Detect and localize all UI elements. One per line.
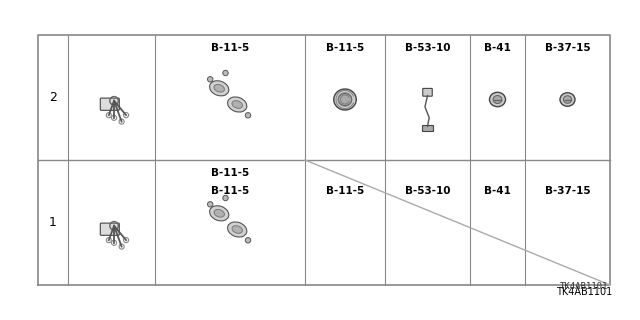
Ellipse shape [563,96,572,103]
Text: B-53-10: B-53-10 [404,186,451,196]
FancyBboxPatch shape [423,88,432,96]
FancyBboxPatch shape [100,223,119,235]
Ellipse shape [214,210,225,217]
Text: TK4AB1101: TK4AB1101 [556,287,612,297]
Text: B-53-10: B-53-10 [404,43,451,53]
Text: TK4AB1101: TK4AB1101 [559,282,608,291]
Ellipse shape [339,93,352,106]
Text: B-11-5: B-11-5 [326,43,364,53]
Circle shape [207,202,213,207]
Text: B-41: B-41 [484,186,511,196]
Circle shape [245,237,251,243]
Circle shape [207,76,213,82]
Ellipse shape [209,81,229,96]
Ellipse shape [232,101,243,108]
Text: B-11-5: B-11-5 [211,43,249,53]
Circle shape [245,113,251,118]
Ellipse shape [214,84,225,92]
Ellipse shape [490,92,506,107]
Text: B-41: B-41 [484,43,511,53]
Text: B-11-5: B-11-5 [211,186,249,196]
FancyBboxPatch shape [422,125,433,132]
Text: 2: 2 [49,91,57,104]
Text: 1: 1 [49,216,57,229]
Text: B-37-15: B-37-15 [545,43,590,53]
Circle shape [223,70,228,76]
Ellipse shape [333,89,356,110]
Ellipse shape [493,95,502,103]
Ellipse shape [228,222,247,237]
Ellipse shape [232,226,243,233]
Ellipse shape [209,206,229,221]
Text: B-37-15: B-37-15 [545,186,590,196]
Ellipse shape [560,93,575,106]
Text: B-11-5: B-11-5 [211,168,249,178]
Text: B-11-5: B-11-5 [326,186,364,196]
FancyBboxPatch shape [100,98,119,110]
Ellipse shape [228,97,247,112]
Circle shape [223,195,228,201]
